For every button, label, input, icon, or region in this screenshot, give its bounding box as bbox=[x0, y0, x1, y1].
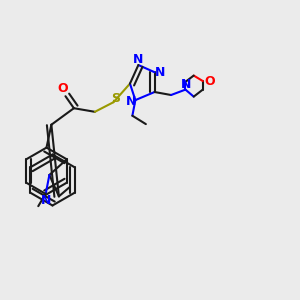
Text: N: N bbox=[126, 95, 136, 108]
Text: O: O bbox=[57, 82, 68, 95]
Text: N: N bbox=[155, 66, 165, 79]
Text: N: N bbox=[181, 78, 191, 91]
Text: S: S bbox=[111, 92, 120, 105]
Text: N: N bbox=[133, 52, 144, 65]
Text: N: N bbox=[40, 194, 51, 207]
Text: O: O bbox=[204, 74, 215, 88]
